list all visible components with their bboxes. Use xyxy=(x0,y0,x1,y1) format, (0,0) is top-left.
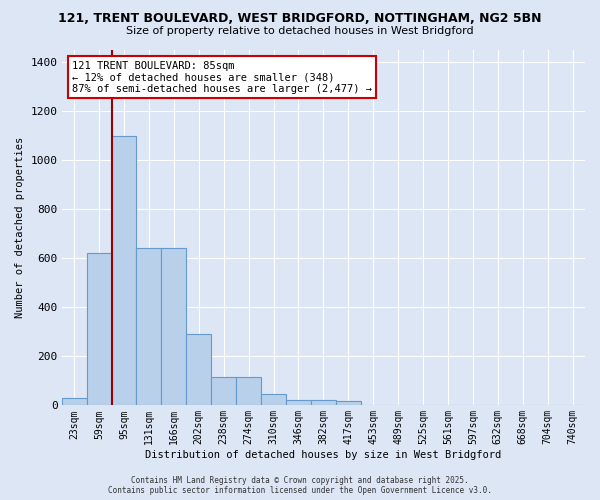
X-axis label: Distribution of detached houses by size in West Bridgford: Distribution of detached houses by size … xyxy=(145,450,502,460)
Text: 121, TRENT BOULEVARD, WEST BRIDGFORD, NOTTINGHAM, NG2 5BN: 121, TRENT BOULEVARD, WEST BRIDGFORD, NO… xyxy=(58,12,542,26)
Text: Contains HM Land Registry data © Crown copyright and database right 2025.
Contai: Contains HM Land Registry data © Crown c… xyxy=(108,476,492,495)
Bar xyxy=(86,253,112,405)
Bar xyxy=(286,400,311,405)
Bar xyxy=(236,377,261,405)
Bar xyxy=(336,402,361,405)
Bar xyxy=(187,334,211,405)
Bar xyxy=(211,377,236,405)
Text: 121 TRENT BOULEVARD: 85sqm
← 12% of detached houses are smaller (348)
87% of sem: 121 TRENT BOULEVARD: 85sqm ← 12% of deta… xyxy=(72,60,372,94)
Y-axis label: Number of detached properties: Number of detached properties xyxy=(15,137,25,318)
Bar xyxy=(261,394,286,405)
Bar xyxy=(161,248,187,405)
Bar xyxy=(311,400,336,405)
Bar xyxy=(112,136,136,405)
Bar xyxy=(136,248,161,405)
Bar xyxy=(62,398,86,405)
Text: Size of property relative to detached houses in West Bridgford: Size of property relative to detached ho… xyxy=(126,26,474,36)
